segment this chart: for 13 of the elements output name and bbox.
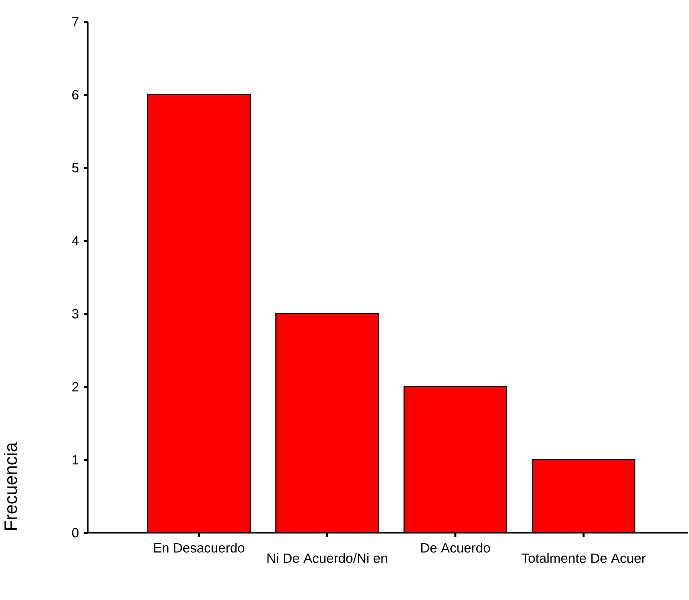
x-tick-label: De Acuerdo <box>421 543 490 553</box>
y-tick-label: 5 <box>72 163 79 173</box>
y-tick-label: 1 <box>72 455 79 465</box>
x-tick-label: En Desacuerdo <box>154 543 245 553</box>
y-tick-label: 4 <box>72 236 79 246</box>
y-tick-label: 6 <box>72 90 79 100</box>
y-tick-label: 7 <box>72 17 79 27</box>
x-tick-label: Ni De Acuerdo/Ni en <box>268 553 388 564</box>
x-tick-label: Totalmente De Acuer <box>522 553 646 564</box>
y-tick-label: 2 <box>72 382 79 392</box>
y-axis-title: Frecuencia <box>4 442 18 530</box>
y-tick-label: 3 <box>72 309 79 319</box>
y-tick-label: 0 <box>72 528 79 538</box>
